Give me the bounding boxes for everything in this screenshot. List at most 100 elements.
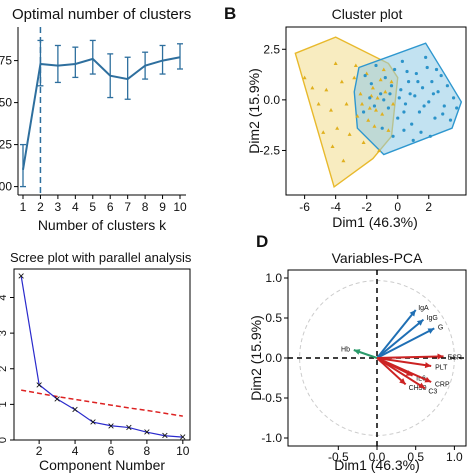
arrow-label-ch50: CH50 (409, 385, 427, 392)
arrow-g (376, 327, 435, 359)
cluster-1-point (389, 79, 394, 84)
panel-b-frame (285, 26, 467, 196)
panel-d-xtick-label: 0.5 (407, 450, 424, 464)
arrowhead-crp (424, 376, 432, 383)
panel-a-ytick-label: .25 (0, 138, 12, 152)
cluster-2-point (420, 86, 425, 90)
cluster-2-point (417, 110, 422, 114)
scree-point: × (179, 430, 186, 444)
cluster-2-point (411, 138, 415, 142)
panel-a-xtick-label: 4 (72, 200, 79, 214)
cluster-1-point (391, 101, 396, 106)
panel-optimal-clusters: Optimal number of clusters .75.50.25.00 … (0, 6, 191, 233)
cluster-2-point (445, 84, 449, 88)
cluster-1-point (347, 132, 352, 136)
cluster-2-point (382, 98, 386, 102)
panel-a-xtick-label: 8 (142, 200, 149, 214)
cluster-2-point (433, 116, 437, 120)
cluster-1-point (355, 114, 360, 118)
panel-d-ytick-label: 1.0 (265, 271, 282, 285)
panel-a-xtick-label: 10 (173, 200, 187, 214)
cluster-2-point (403, 102, 408, 106)
panel-a-xtick-label: 1 (20, 200, 27, 214)
cluster-2-point (393, 67, 397, 72)
cluster-2-point (410, 122, 414, 126)
cluster-2-point (391, 134, 395, 138)
cluster-2-point (442, 104, 446, 108)
panel-a-xtick-label: 6 (107, 200, 114, 214)
scree-point: × (36, 378, 43, 392)
arrow-label-hb: Hb (341, 347, 350, 354)
panel-d-xlabel: Dim1 (46.3%) (334, 457, 420, 473)
cluster-2-point (448, 118, 453, 122)
arrowhead-hb (353, 349, 361, 355)
cluster-1-point (324, 87, 329, 92)
arrowhead-ch50 (399, 378, 406, 385)
cluster-2-point (441, 112, 445, 116)
panel-c-frame (13, 268, 191, 441)
cluster-2-point (405, 69, 409, 74)
scree-point: × (90, 415, 97, 429)
arrow-label-igg: IgG (427, 315, 438, 322)
cluster-1-point (380, 112, 385, 116)
scree-point: × (143, 425, 150, 439)
cluster-1-point (361, 140, 366, 144)
cluster-1-point (316, 101, 321, 106)
cluster-2-point (424, 55, 428, 59)
scree-point: × (125, 421, 132, 435)
cluster-2-point (430, 80, 434, 84)
panel-d-ylabel: Dim2 (15.9%) (248, 315, 264, 401)
panel-b-title: Cluster plot (332, 6, 403, 22)
parallel-analysis-line (21, 389, 183, 417)
cluster-2-point (383, 76, 387, 80)
arrow-igg (376, 318, 425, 359)
arrowhead-igg (416, 319, 424, 326)
panel-a-xtick-label: 2 (37, 200, 44, 214)
scree-point: × (107, 419, 114, 433)
panel-d-ytick-label: 0.0 (265, 351, 282, 365)
panel-cluster-plot: B Cluster plot 2.5 0.0 -2.5 -6 -4 -2 0 2 Dim1 … (224, 4, 467, 230)
cluster-2-point (406, 80, 411, 84)
panel-b-xtick-label: 0 (394, 200, 401, 214)
cluster-1-point (375, 95, 380, 100)
arrow-iga (376, 309, 417, 359)
cluster-2-point (425, 65, 429, 70)
arrow-label-g: G (438, 325, 443, 332)
panel-d-xtick-label: -0.5 (328, 450, 349, 464)
scree-point: × (161, 429, 168, 443)
panel-a-xtick-label: 3 (55, 200, 62, 214)
cluster-2-point (388, 92, 392, 96)
cluster-2-point (408, 92, 412, 96)
cluster-2-point (379, 92, 383, 96)
cluster-1-point (333, 61, 338, 66)
cluster-2-point (399, 88, 403, 92)
panel-d-xtick-label: 1.0 (446, 450, 463, 464)
panel-a-xtick-label: 7 (124, 200, 131, 214)
cluster-2-point (400, 59, 404, 64)
cluster-1-point (310, 85, 315, 90)
panel-d-xtick-label: 0.0 (369, 450, 386, 464)
cluster-2-point (439, 73, 443, 78)
cluster-2-point (416, 80, 420, 84)
panel-a-xlabel: Number of clusters k (38, 217, 167, 233)
arrowhead-plt (424, 362, 432, 369)
cluster-1-point (329, 107, 333, 112)
panel-b-label: B (224, 4, 236, 23)
panel-c-title: Scree plot with parallel analysis (10, 250, 192, 265)
cluster-1-point (344, 101, 349, 106)
panel-a-xtick-label: 9 (159, 200, 166, 214)
arrow-label-c3: C3 (428, 389, 437, 396)
cluster-2-point (451, 96, 456, 100)
panel-a-line (22, 56, 181, 170)
panel-a-title: Optimal number of clusters (12, 6, 191, 23)
panel-scree-plot: Scree plot with parallel analysis 01234 … (0, 250, 192, 473)
scree-point: × (72, 403, 79, 417)
cluster-2-point (413, 94, 417, 98)
arrow-label-esr: ESR (448, 354, 462, 361)
cluster-1-point (378, 77, 383, 82)
cluster-2-point (368, 96, 372, 100)
cluster-1-point (353, 63, 358, 68)
cluster-2-point (455, 106, 459, 110)
panel-a-ytick-label: .50 (0, 96, 12, 110)
